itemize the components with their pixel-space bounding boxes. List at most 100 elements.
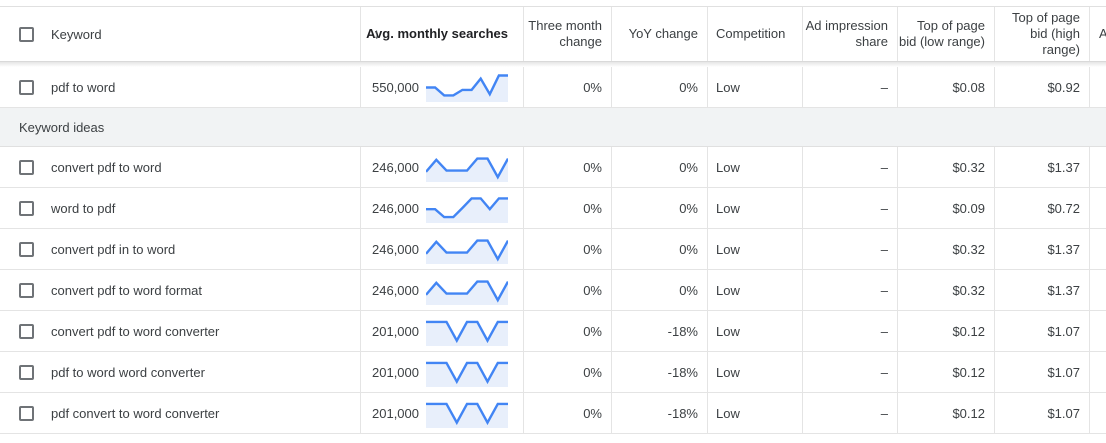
avg-monthly-searches-value: 246,000 — [372, 241, 419, 257]
ad-impression-share-cell: – — [803, 393, 898, 433]
three-month-change-value: 0% — [583, 79, 602, 95]
ad-impression-share-cell: – — [803, 352, 898, 392]
section-label: Keyword ideas — [19, 119, 105, 135]
three-month-change-value: 0% — [583, 364, 602, 380]
keyword-cell: convert pdf to word — [0, 147, 361, 187]
top-of-page-bid-high-cell: $1.37 — [995, 270, 1090, 310]
three-month-change-cell: 0% — [524, 270, 612, 310]
avg-monthly-searches-value: 246,000 — [372, 159, 419, 175]
keyword-cell: pdf to word — [0, 67, 361, 107]
select-all-checkbox[interactable] — [19, 26, 34, 42]
clipped-column-cell — [1090, 229, 1106, 269]
yoy-change-cell: 0% — [612, 147, 708, 187]
keyword-text: convert pdf in to word — [51, 241, 176, 257]
avg-monthly-searches-cell: 550,000 — [361, 67, 524, 107]
top-of-page-bid-low-cell: $0.12 — [898, 352, 995, 392]
three-month-change-cell: 0% — [524, 393, 612, 433]
row-checkbox[interactable] — [19, 79, 34, 95]
header-competition[interactable]: Competition — [708, 7, 803, 61]
search-trend-sparkline — [426, 361, 508, 387]
top-of-page-bid-low-cell: $0.09 — [898, 188, 995, 228]
competition-value: Low — [716, 159, 740, 175]
three-month-change-value: 0% — [583, 405, 602, 421]
bid-low-value: $0.08 — [952, 79, 985, 95]
three-month-change-cell: 0% — [524, 311, 612, 351]
row-checkbox[interactable] — [19, 200, 34, 216]
row-checkbox[interactable] — [19, 405, 34, 421]
keyword-cell: pdf convert to word converter — [0, 393, 361, 433]
avg-monthly-searches-cell: 246,000 — [361, 188, 524, 228]
ad-impression-share-value: – — [880, 364, 888, 380]
row-checkbox[interactable] — [19, 282, 34, 298]
three-month-change-cell: 0% — [524, 188, 612, 228]
header-three-month-label: Three month change — [528, 17, 602, 49]
header-ad-impression-share[interactable]: Ad impression share — [803, 7, 898, 61]
row-checkbox[interactable] — [19, 364, 34, 380]
bid-high-value: $1.37 — [1047, 159, 1080, 175]
search-trend-sparkline — [426, 74, 508, 102]
search-trend-sparkline — [426, 157, 508, 182]
avg-monthly-searches-cell: 246,000 — [361, 147, 524, 187]
bid-high-value: $1.37 — [1047, 241, 1080, 257]
row-checkbox[interactable] — [19, 159, 34, 175]
competition-value: Low — [716, 405, 740, 421]
keyword-text: pdf to word — [51, 79, 116, 95]
keyword-cell: pdf to word word converter — [0, 352, 361, 392]
row-checkbox[interactable] — [19, 241, 34, 257]
avg-monthly-searches-value: 201,000 — [372, 323, 419, 339]
bid-high-value: $1.07 — [1047, 364, 1080, 380]
three-month-change-cell: 0% — [524, 147, 612, 187]
top-of-page-bid-low-cell: $0.32 — [898, 147, 995, 187]
header-three-month-change[interactable]: Three month change — [524, 7, 612, 61]
three-month-change-value: 0% — [583, 323, 602, 339]
clipped-column-cell — [1090, 393, 1106, 433]
yoy-change-value: 0% — [679, 159, 698, 175]
yoy-change-value: -18% — [667, 405, 698, 421]
clipped-column-cell — [1090, 352, 1106, 392]
ad-impression-share-cell: – — [803, 311, 898, 351]
header-yoy-change[interactable]: YoY change — [612, 7, 708, 61]
keyword-text: convert pdf to word — [51, 159, 162, 175]
header-next-column-clipped: A — [1090, 7, 1106, 61]
keyword-row: convert pdf to word format 246,000 0% 0%… — [0, 270, 1106, 311]
competition-cell: Low — [708, 393, 803, 433]
three-month-change-value: 0% — [583, 200, 602, 216]
three-month-change-cell: 0% — [524, 67, 612, 107]
bid-high-value: $1.07 — [1047, 323, 1080, 339]
keyword-cell: convert pdf to word format — [0, 270, 361, 310]
row-checkbox[interactable] — [19, 323, 34, 339]
ad-impression-share-value: – — [880, 282, 888, 298]
yoy-change-cell: -18% — [612, 352, 708, 392]
keyword-text: word to pdf — [51, 200, 116, 216]
yoy-change-value: 0% — [679, 241, 698, 257]
ad-impression-share-value: – — [880, 241, 888, 257]
header-ad-impression-label: Ad impression share — [805, 17, 888, 49]
competition-cell: Low — [708, 188, 803, 228]
header-top-of-page-bid-low[interactable]: Top of page bid (low range) — [898, 7, 995, 61]
section-row: Keyword ideas — [0, 108, 1106, 147]
bid-low-value: $0.12 — [952, 323, 985, 339]
yoy-change-cell: 0% — [612, 229, 708, 269]
ad-impression-share-cell: – — [803, 188, 898, 228]
keyword-text: convert pdf to word format — [51, 282, 203, 298]
competition-cell: Low — [708, 147, 803, 187]
top-of-page-bid-high-cell: $1.37 — [995, 147, 1090, 187]
competition-value: Low — [716, 364, 740, 380]
header-shadow — [0, 62, 1106, 67]
competition-value: Low — [716, 282, 740, 298]
top-of-page-bid-high-cell: $1.07 — [995, 393, 1090, 433]
header-avg-monthly-searches[interactable]: ↓ Avg. monthly searches — [361, 7, 524, 61]
bid-low-value: $0.12 — [952, 364, 985, 380]
top-of-page-bid-low-cell: $0.12 — [898, 311, 995, 351]
header-top-of-page-bid-high[interactable]: Top of page bid (high range) — [995, 7, 1090, 61]
ad-impression-share-value: – — [880, 200, 888, 216]
yoy-change-cell: -18% — [612, 393, 708, 433]
table-header-row: Keyword ↓ Avg. monthly searches Three mo… — [0, 7, 1106, 62]
search-trend-sparkline — [426, 320, 508, 346]
top-of-page-bid-low-cell: $0.12 — [898, 393, 995, 433]
top-of-page-bid-high-cell: $1.07 — [995, 352, 1090, 392]
header-keyword[interactable]: Keyword — [0, 7, 361, 61]
top-of-page-bid-low-cell: $0.08 — [898, 67, 995, 107]
top-of-page-bid-high-cell: $0.92 — [995, 67, 1090, 107]
yoy-change-cell: 0% — [612, 188, 708, 228]
